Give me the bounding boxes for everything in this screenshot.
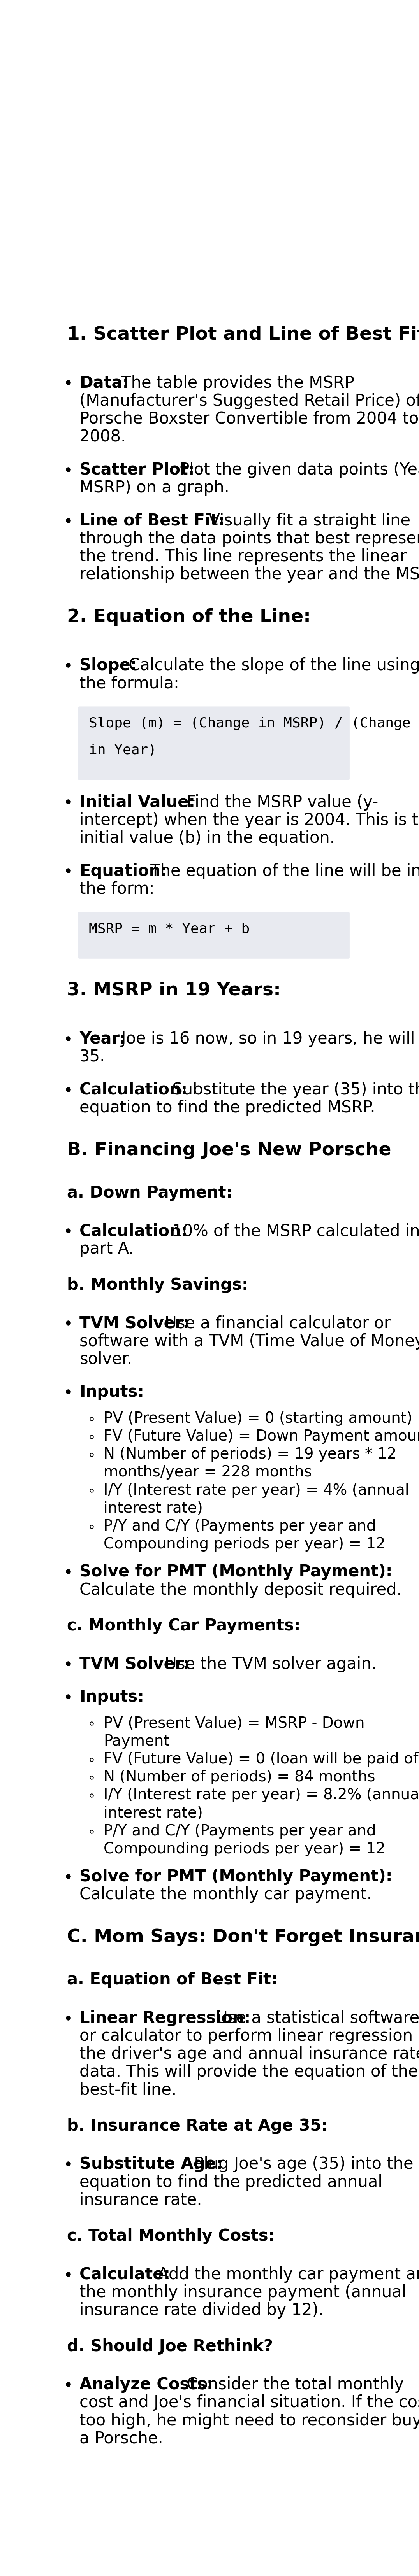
Text: Use a statistical software: Use a statistical software: [211, 2009, 419, 2025]
Text: B. Financing Joe's New Porsche: B. Financing Joe's New Porsche: [67, 1141, 391, 1159]
Text: insurance rate.: insurance rate.: [80, 2192, 202, 2208]
Text: a. Equation of Best Fit:: a. Equation of Best Fit:: [67, 1971, 277, 1989]
Text: 2. Equation of the Line:: 2. Equation of the Line:: [67, 608, 310, 626]
Text: N (Number of periods) = 19 years * 12: N (Number of periods) = 19 years * 12: [103, 1448, 397, 1461]
Text: Slope (m) = (Change in MSRP) / (Change: Slope (m) = (Change in MSRP) / (Change: [88, 716, 411, 729]
Text: Consider the total monthly: Consider the total monthly: [182, 2375, 404, 2393]
Text: the form:: the form:: [80, 881, 155, 896]
Text: Linear Regression:: Linear Regression:: [80, 2009, 251, 2025]
Text: Year:: Year:: [80, 1030, 126, 1046]
Text: Inputs:: Inputs:: [80, 1383, 144, 1401]
Text: Find the MSRP value (y-: Find the MSRP value (y-: [182, 793, 378, 811]
Text: Use a financial calculator or: Use a financial calculator or: [160, 1314, 391, 1332]
Text: Calculate the monthly deposit required.: Calculate the monthly deposit required.: [80, 1582, 402, 1597]
Text: Line of Best Fit:: Line of Best Fit:: [80, 513, 225, 528]
Text: (Manufacturer's Suggested Retail Price) of a: (Manufacturer's Suggested Retail Price) …: [80, 392, 419, 410]
Text: Calculation:: Calculation:: [80, 1224, 188, 1239]
Text: through the data points that best represents: through the data points that best repres…: [80, 531, 419, 546]
Text: Add the monthly car payment and: Add the monthly car payment and: [153, 2267, 419, 2282]
Text: FV (Future Value) = 0 (loan will be paid off): FV (Future Value) = 0 (loan will be paid…: [103, 1752, 419, 1767]
Text: Use the TVM solver again.: Use the TVM solver again.: [160, 1656, 377, 1672]
Text: Scatter Plot:: Scatter Plot:: [80, 461, 194, 479]
Text: part A.: part A.: [80, 1242, 134, 1257]
Text: a. Down Payment:: a. Down Payment:: [67, 1185, 233, 1200]
Text: Visually fit a straight line: Visually fit a straight line: [204, 513, 410, 528]
Text: Plug Joe's age (35) into the: Plug Joe's age (35) into the: [189, 2156, 414, 2172]
Text: I/Y (Interest rate per year) = 4% (annual: I/Y (Interest rate per year) = 4% (annua…: [103, 1484, 409, 1497]
Text: data. This will provide the equation of the: data. This will provide the equation of …: [80, 2063, 418, 2079]
Text: c. Total Monthly Costs:: c. Total Monthly Costs:: [67, 2228, 274, 2244]
Text: d. Should Joe Rethink?: d. Should Joe Rethink?: [67, 2339, 273, 2354]
Text: relationship between the year and the MSRP.: relationship between the year and the MS…: [80, 567, 419, 582]
Text: the formula:: the formula:: [80, 675, 179, 693]
Text: N (Number of periods) = 84 months: N (Number of periods) = 84 months: [103, 1770, 375, 1785]
Text: Slope:: Slope:: [80, 657, 137, 675]
Text: equation to find the predicted MSRP.: equation to find the predicted MSRP.: [80, 1100, 375, 1115]
Text: Initial Value:: Initial Value:: [80, 793, 195, 811]
Text: best-fit line.: best-fit line.: [80, 2081, 176, 2097]
FancyBboxPatch shape: [78, 912, 349, 958]
Text: Substitute Age:: Substitute Age:: [80, 2156, 222, 2172]
Text: a Porsche.: a Porsche.: [80, 2429, 163, 2447]
Text: initial value (b) in the equation.: initial value (b) in the equation.: [80, 829, 335, 845]
Text: MSRP) on a graph.: MSRP) on a graph.: [80, 479, 230, 495]
Text: Solve for PMT (Monthly Payment):: Solve for PMT (Monthly Payment):: [80, 1868, 393, 1886]
Text: Compounding periods per year) = 12: Compounding periods per year) = 12: [103, 1535, 385, 1551]
Text: TVM Solver:: TVM Solver:: [80, 1656, 189, 1672]
Text: 3. MSRP in 19 Years:: 3. MSRP in 19 Years:: [67, 981, 281, 999]
Text: TVM Solver:: TVM Solver:: [80, 1314, 189, 1332]
Text: Calculate the monthly car payment.: Calculate the monthly car payment.: [80, 1886, 372, 1904]
Text: 10% of the MSRP calculated in: 10% of the MSRP calculated in: [167, 1224, 419, 1239]
Text: Calculate the slope of the line using: Calculate the slope of the line using: [123, 657, 419, 675]
Text: FV (Future Value) = Down Payment amount: FV (Future Value) = Down Payment amount: [103, 1430, 419, 1443]
Text: Joe is 16 now, so in 19 years, he will be: Joe is 16 now, so in 19 years, he will b…: [116, 1030, 419, 1046]
Text: Porsche Boxster Convertible from 2004 to: Porsche Boxster Convertible from 2004 to: [80, 410, 419, 428]
Text: Compounding periods per year) = 12: Compounding periods per year) = 12: [103, 1842, 385, 1857]
Text: Calculate:: Calculate:: [80, 2267, 171, 2282]
Text: interest rate): interest rate): [103, 1502, 203, 1515]
Text: Solve for PMT (Monthly Payment):: Solve for PMT (Monthly Payment):: [80, 1564, 393, 1579]
Text: Data:: Data:: [80, 374, 129, 392]
Text: Calculation:: Calculation:: [80, 1082, 188, 1097]
Text: months/year = 228 months: months/year = 228 months: [103, 1466, 312, 1479]
Text: C. Mom Says: Don't Forget Insurance!: C. Mom Says: Don't Forget Insurance!: [67, 1929, 419, 1945]
Text: software with a TVM (Time Value of Money): software with a TVM (Time Value of Money…: [80, 1332, 419, 1350]
Text: intercept) when the year is 2004. This is the: intercept) when the year is 2004. This i…: [80, 811, 419, 829]
Text: PV (Present Value) = MSRP - Down: PV (Present Value) = MSRP - Down: [103, 1716, 365, 1731]
Text: equation to find the predicted annual: equation to find the predicted annual: [80, 2174, 383, 2190]
Text: b. Monthly Savings:: b. Monthly Savings:: [67, 1278, 248, 1293]
Text: P/Y and C/Y (Payments per year and: P/Y and C/Y (Payments per year and: [103, 1824, 376, 1839]
Text: Payment: Payment: [103, 1734, 170, 1749]
Text: cost and Joe's financial situation. If the cost is: cost and Joe's financial situation. If t…: [80, 2393, 419, 2411]
Text: too high, he might need to reconsider buying: too high, he might need to reconsider bu…: [80, 2411, 419, 2429]
FancyBboxPatch shape: [78, 706, 349, 781]
Text: Inputs:: Inputs:: [80, 1690, 144, 1705]
Text: solver.: solver.: [80, 1350, 132, 1368]
Text: interest rate): interest rate): [103, 1806, 203, 1821]
Text: PV (Present Value) = 0 (starting amount): PV (Present Value) = 0 (starting amount): [103, 1412, 412, 1425]
Text: MSRP = m * Year + b: MSRP = m * Year + b: [88, 922, 249, 935]
Text: c. Monthly Car Payments:: c. Monthly Car Payments:: [67, 1618, 300, 1633]
Text: P/Y and C/Y (Payments per year and: P/Y and C/Y (Payments per year and: [103, 1520, 376, 1533]
Text: Equation:: Equation:: [80, 863, 167, 878]
Text: or calculator to perform linear regression on: or calculator to perform linear regressi…: [80, 2027, 419, 2043]
Text: Substitute the year (35) into the: Substitute the year (35) into the: [167, 1082, 419, 1097]
Text: the driver's age and annual insurance rate: the driver's age and annual insurance ra…: [80, 2045, 419, 2061]
Text: the monthly insurance payment (annual: the monthly insurance payment (annual: [80, 2285, 406, 2300]
Text: 2008.: 2008.: [80, 428, 126, 446]
Text: the trend. This line represents the linear: the trend. This line represents the line…: [80, 549, 407, 564]
Text: Analyze Costs:: Analyze Costs:: [80, 2375, 213, 2393]
Text: The table provides the MSRP: The table provides the MSRP: [116, 374, 354, 392]
Text: I/Y (Interest rate per year) = 8.2% (annual: I/Y (Interest rate per year) = 8.2% (ann…: [103, 1788, 419, 1803]
Text: 1. Scatter Plot and Line of Best Fit:: 1. Scatter Plot and Line of Best Fit:: [67, 325, 419, 343]
Text: The equation of the line will be in: The equation of the line will be in: [145, 863, 419, 878]
Text: b. Insurance Rate at Age 35:: b. Insurance Rate at Age 35:: [67, 2117, 328, 2133]
Text: Plot the given data points (Year,: Plot the given data points (Year,: [174, 461, 419, 479]
Text: 35.: 35.: [80, 1048, 106, 1064]
Text: insurance rate divided by 12).: insurance rate divided by 12).: [80, 2303, 323, 2318]
Text: in Year): in Year): [88, 744, 156, 757]
